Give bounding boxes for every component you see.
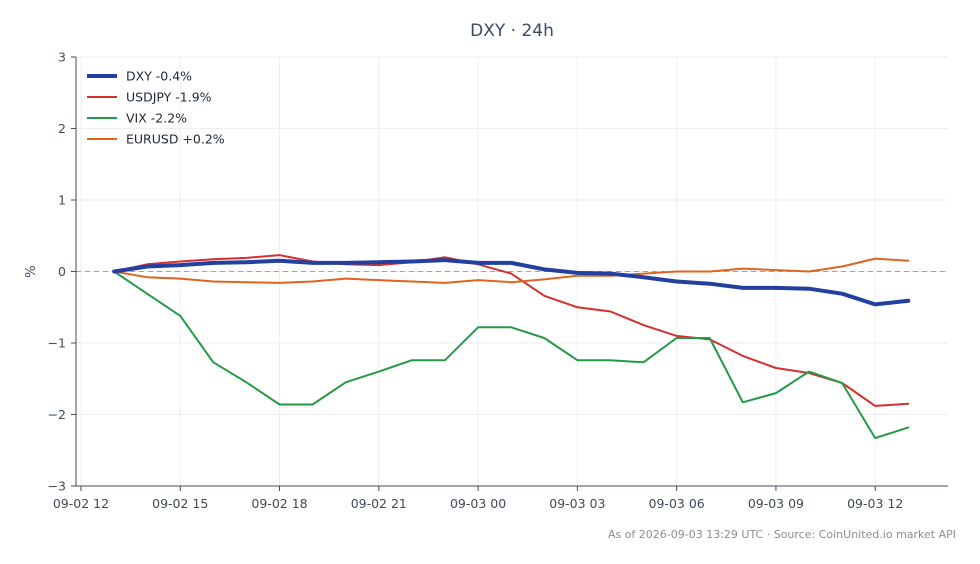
y-axis-ticks: 3 2 1 0 −1 −2 −3 [48, 50, 76, 494]
y-tick-label: 0 [58, 264, 66, 279]
legend-entry-label: DXY -0.4% [126, 69, 192, 84]
x-tick-label: 09-03 06 [649, 496, 705, 511]
series-line-usdjpy [113, 254, 910, 407]
series-lines [112, 254, 911, 440]
chart-title: DXY · 24h [470, 21, 554, 41]
x-tick-label: 09-02 21 [351, 496, 407, 511]
x-tick-label: 09-03 03 [549, 496, 605, 511]
x-tick-label: 09-02 18 [251, 496, 307, 511]
series-line-dxy [112, 258, 911, 307]
x-axis-ticks: 09-02 12 09-02 15 09-02 18 09-02 21 09-03 00… [53, 486, 903, 511]
y-tick-label: 3 [58, 50, 66, 65]
y-tick-label: 2 [58, 121, 66, 136]
series-line-eurusd [113, 257, 910, 284]
y-tick-label: −2 [48, 407, 66, 422]
x-tick-label: 09-02 12 [53, 496, 109, 511]
y-tick-label: −1 [48, 336, 66, 351]
x-tick-label: 09-03 09 [748, 496, 804, 511]
footer-source-note: As of 2026-09-03 13:29 UTC · Source: Coi… [608, 528, 956, 541]
legend-entry-label: USDJPY -1.9% [126, 90, 212, 105]
series-line-vix [113, 270, 910, 440]
legend-entry-label: EURUSD +0.2% [126, 132, 225, 147]
y-tick-label: 1 [58, 193, 66, 208]
x-tick-label: 09-02 15 [152, 496, 208, 511]
x-tick-label: 09-03 12 [847, 496, 903, 511]
x-tick-label: 09-03 00 [450, 496, 506, 511]
y-axis-label: % [24, 265, 39, 277]
y-tick-label: −3 [48, 479, 66, 494]
legend-entry-label: VIX -2.2% [126, 111, 187, 126]
legend: DXY -0.4% USDJPY -1.9% VIX -2.2% EURUSD +0.… [87, 69, 225, 147]
